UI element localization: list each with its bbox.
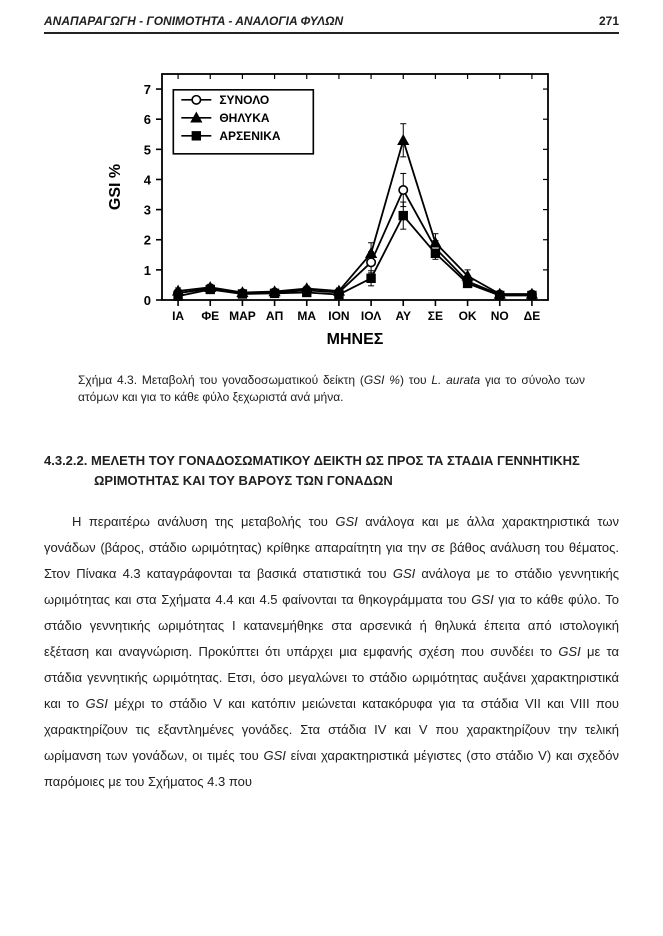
section-heading: 4.3.2.2. ΜΕΛΕΤΗ ΤΟΥ ΓΟΝΑΔΟΣΩΜΑΤΙΚΟΥ ΔΕΙΚ… bbox=[44, 451, 619, 491]
chart-svg: 0 1 2 3 4 5 6 7 ΙΑ ΦΕ ΜΑΡ ΑΠ ΜΑ ΙΟΝ ΙΟΛ ΑΥ ΣΕ ΟΚ ΝΟ ΔΕ ΜΗΝΕΣ… bbox=[102, 64, 562, 354]
svg-text:0: 0 bbox=[143, 293, 150, 308]
svg-text:3: 3 bbox=[143, 203, 150, 218]
svg-text:ΙΟΝ: ΙΟΝ bbox=[328, 309, 349, 323]
running-header: ΑΝΑΠΑΡΑΓΩΓΗ - ΓΟΝΙΜΟΤΗΤΑ - ΑΝΑΛΟΓΙΑ ΦΥΛΩ… bbox=[44, 14, 619, 34]
svg-text:ΙΑ: ΙΑ bbox=[172, 309, 184, 323]
svg-text:5: 5 bbox=[143, 142, 150, 157]
svg-text:ΑΠ: ΑΠ bbox=[265, 309, 282, 323]
body-text: Η περαιτέρω ανάλυση της μεταβολής του bbox=[72, 514, 335, 529]
body-gsi: GSI bbox=[393, 566, 415, 581]
section-line2: ΩΡΙΜΟΤΗΤΑΣ ΚΑΙ ΤΟΥ ΒΑΡΟΥΣ ΤΩΝ ΓΟΝΑΔΩΝ bbox=[94, 471, 619, 491]
body-gsi: GSI bbox=[85, 696, 107, 711]
section-number: 4.3.2.2. bbox=[44, 453, 87, 468]
svg-text:ΜΑ: ΜΑ bbox=[297, 309, 316, 323]
page: ΑΝΑΠΑΡΑΓΩΓΗ - ΓΟΝΙΜΟΤΗΤΑ - ΑΝΑΛΟΓΙΑ ΦΥΛΩ… bbox=[0, 0, 663, 936]
svg-text:ΜΑΡ: ΜΑΡ bbox=[229, 309, 256, 323]
svg-text:1: 1 bbox=[143, 263, 150, 278]
svg-text:6: 6 bbox=[143, 112, 150, 127]
svg-text:ΙΟΛ: ΙΟΛ bbox=[360, 309, 380, 323]
svg-text:ΣΥΝΟΛΟ: ΣΥΝΟΛΟ bbox=[219, 93, 269, 107]
body-gsi: GSI bbox=[335, 514, 357, 529]
body-gsi: GSI bbox=[471, 592, 493, 607]
caption-species: L. aurata bbox=[431, 373, 480, 387]
svg-text:ΘΗΛΥΚΑ: ΘΗΛΥΚΑ bbox=[219, 111, 270, 125]
body-gsi: GSI bbox=[263, 748, 285, 763]
caption-text: Σχήμα 4.3. Μεταβολή του γοναδοσωματικού … bbox=[78, 373, 364, 387]
section-line1: ΜΕΛΕΤΗ ΤΟΥ ΓΟΝΑΔΟΣΩΜΑΤΙΚΟΥ ΔΕΙΚΤΗ ΩΣ ΠΡΟ… bbox=[91, 453, 580, 468]
body-gsi: GSI bbox=[558, 644, 580, 659]
figure-caption: Σχήμα 4.3. Μεταβολή του γοναδοσωματικού … bbox=[78, 372, 585, 407]
svg-text:ΑΡΣΕΝΙΚΑ: ΑΡΣΕΝΙΚΑ bbox=[219, 129, 281, 143]
caption-mid: ) του bbox=[400, 373, 431, 387]
caption-gsi: GSI % bbox=[364, 373, 400, 387]
svg-text:ΟΚ: ΟΚ bbox=[458, 309, 476, 323]
svg-text:ΝΟ: ΝΟ bbox=[490, 309, 508, 323]
body-paragraph-1: Η περαιτέρω ανάλυση της μεταβολής του GS… bbox=[44, 509, 619, 795]
svg-text:ΔΕ: ΔΕ bbox=[523, 309, 540, 323]
svg-text:ΑΥ: ΑΥ bbox=[395, 309, 411, 323]
svg-text:4: 4 bbox=[143, 172, 151, 187]
svg-text:ΣΕ: ΣΕ bbox=[427, 309, 442, 323]
svg-text:7: 7 bbox=[143, 82, 150, 97]
svg-text:2: 2 bbox=[143, 233, 150, 248]
gsi-monthly-chart: 0 1 2 3 4 5 6 7 ΙΑ ΦΕ ΜΑΡ ΑΠ ΜΑ ΙΟΝ ΙΟΛ ΑΥ ΣΕ ΟΚ ΝΟ ΔΕ ΜΗΝΕΣ… bbox=[102, 64, 562, 354]
header-title: ΑΝΑΠΑΡΑΓΩΓΗ - ΓΟΝΙΜΟΤΗΤΑ - ΑΝΑΛΟΓΙΑ ΦΥΛΩ… bbox=[44, 14, 343, 28]
svg-text:GSI %: GSI % bbox=[107, 164, 124, 210]
page-number: 271 bbox=[599, 14, 619, 28]
svg-text:ΜΗΝΕΣ: ΜΗΝΕΣ bbox=[326, 331, 383, 348]
svg-text:ΦΕ: ΦΕ bbox=[201, 309, 219, 323]
